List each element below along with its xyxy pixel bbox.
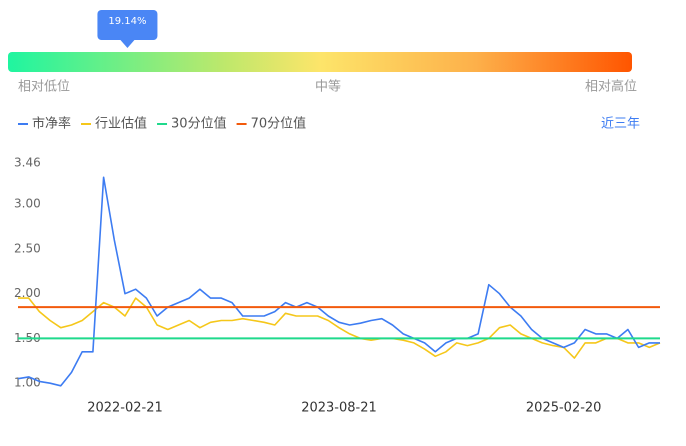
x-tick-label: 2025-02-20 <box>526 401 602 416</box>
high-label: 相对高位 <box>585 79 637 95</box>
legend-label: 市净率 <box>32 116 71 132</box>
percentile-label: 19.14% <box>108 16 146 27</box>
series-line <box>18 297 661 359</box>
percentile-tooltip <box>97 10 158 40</box>
y-tick-label: 2.50 <box>14 241 41 255</box>
y-tick-label: 2.00 <box>14 286 41 300</box>
tooltip-pointer <box>120 40 135 48</box>
x-tick-label: 2023-08-21 <box>301 401 377 416</box>
x-tick-label: 2022-02-21 <box>87 401 163 416</box>
y-tick-label: 3.46 <box>14 156 41 170</box>
range-button[interactable]: 近三年 <box>601 117 640 132</box>
low-label: 相对低位 <box>18 80 70 95</box>
percentile-bar <box>8 52 632 72</box>
legend-label: 70分位值 <box>251 116 307 132</box>
legend-label: 行业估值 <box>95 116 147 132</box>
series-line <box>17 176 660 387</box>
legend-label: 30分位值 <box>171 116 227 132</box>
mid-label: 中等 <box>315 79 341 95</box>
y-tick-label: 3.00 <box>14 197 41 211</box>
